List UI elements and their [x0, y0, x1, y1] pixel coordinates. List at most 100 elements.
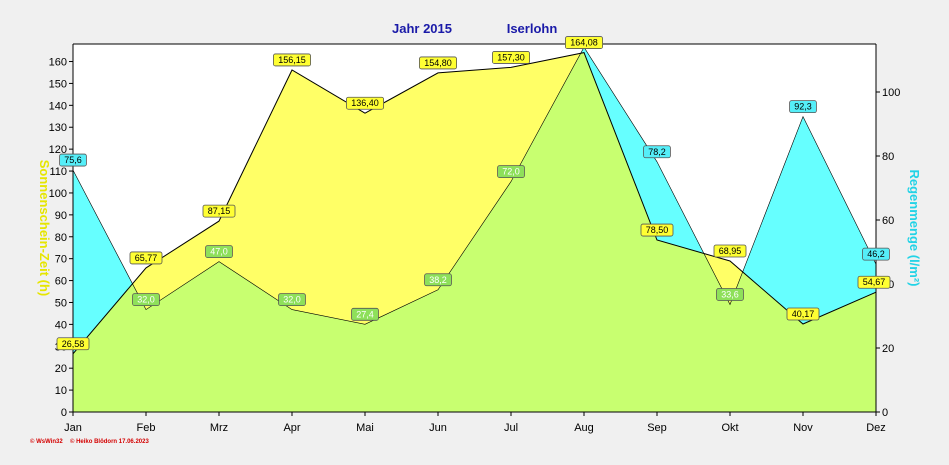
rain-value-label-box	[497, 165, 525, 179]
rain-value-label-text: 92,3	[794, 102, 812, 112]
rain-value-label-text: 32,0	[283, 295, 301, 305]
x-tick-label: Mrz	[210, 422, 228, 434]
rain-value-label: 32,0	[132, 293, 160, 307]
y-tick-label-left: 10	[55, 385, 67, 397]
chart-title: Jahr 2015	[392, 21, 452, 36]
rain-value-label-text: 75,6	[64, 155, 82, 165]
rain-line	[72, 46, 877, 325]
sunshine-value-label-text: 65,77	[135, 253, 158, 263]
rain-value-label: 72,0	[497, 165, 525, 179]
rain-value-label-box	[789, 100, 817, 114]
rain-value-label: 75,6	[59, 153, 87, 167]
sunshine-value-label-box	[640, 223, 674, 237]
y-tick-label-left: 160	[49, 57, 67, 69]
sunshine-value-label-text: 40,17	[792, 309, 815, 319]
sunshine-value-label: 157,30	[491, 51, 530, 64]
sunshine-value-label-box	[857, 275, 891, 289]
x-tick-label: Sep	[647, 422, 667, 434]
y-tick-label-left: 150	[49, 78, 67, 90]
rain-value-label: 32,0	[278, 293, 306, 307]
rain-value-label-text: 47,0	[210, 247, 228, 257]
sunshine-value-label-box	[491, 51, 530, 64]
sunshine-line	[72, 52, 877, 355]
sunshine-value-label-box	[345, 96, 384, 110]
y-tick-label-left: 130	[49, 122, 67, 134]
sunshine-value-label-text: 154,80	[424, 58, 452, 68]
x-tick-label: Apr	[283, 422, 300, 434]
rain-value-label-text: 38,2	[429, 275, 447, 285]
rain-value-label: 27,4	[351, 307, 379, 321]
rain-value-label: 47,0	[205, 245, 233, 259]
axes-layer: 0102030405060708090100110120130140150160…	[49, 43, 900, 434]
sunshine-value-label-text: 54,67	[863, 277, 886, 287]
rain-value-label-box	[278, 293, 306, 307]
footer-author: © Heiko Blödorn 17.06.2023	[70, 438, 149, 445]
sunshine-value-label-text: 68,95	[719, 246, 742, 256]
rain-value-label-text: 27,4	[356, 309, 374, 319]
sunshine-value-label: 156,15	[272, 53, 311, 67]
x-tick-label: Jun	[429, 422, 447, 434]
rain-value-label-box	[862, 247, 890, 261]
y-tick-label-left: 80	[55, 232, 67, 244]
sunshine-value-label-box	[565, 36, 604, 49]
rain-value-label-box	[716, 288, 744, 301]
sunshine-value-label: 40,17	[786, 307, 820, 321]
sunshine-value-label: 54,67	[857, 275, 891, 289]
y-tick-label-left: 50	[55, 297, 67, 309]
rain-value-label: 33,6	[716, 288, 744, 301]
y-axis-left-label: Sonnenschein-Zeit (h)	[37, 160, 52, 297]
sunshine-value-label-text: 164,08	[570, 38, 598, 48]
rain-value-label-text: 72,0	[502, 167, 520, 177]
rain-value-label-box	[59, 153, 87, 167]
sunshine-value-label-box	[202, 204, 236, 218]
sunshine-value-label-box	[56, 337, 90, 351]
sunshine-value-label-text: 87,15	[208, 206, 231, 216]
y-tick-label-right: 100	[882, 87, 900, 99]
y-axis-right-label: Regenmenge (l/m²)	[907, 169, 922, 286]
chart-location: Iserlohn	[507, 21, 558, 36]
rain-value-label-box	[643, 145, 671, 159]
rain-value-label: 38,2	[424, 273, 452, 287]
sunshine-value-label: 164,08	[565, 36, 604, 49]
y-tick-label-right: 20	[882, 343, 894, 355]
rain-value-label-box	[205, 245, 233, 259]
rain-value-label-box	[424, 273, 452, 287]
rain-value-label-box	[132, 293, 160, 307]
y-tick-label-left: 120	[49, 144, 67, 156]
sunshine-value-label-box	[129, 251, 163, 265]
y-tick-label-left: 140	[49, 100, 67, 112]
sunshine-value-label: 65,77	[129, 251, 163, 265]
value-label-layer: 75,6 32,0 47,0 32,0 27,4 38,2 72,0 78,2 33,6 92,3…	[56, 36, 891, 351]
area-layer	[72, 46, 877, 412]
sunshine-value-label-text: 157,30	[497, 52, 525, 62]
y-tick-label-right: 60	[882, 215, 894, 227]
sunshine-value-label: 68,95	[713, 244, 747, 258]
y-tick-label-left: 0	[61, 407, 67, 419]
y-tick-label-left: 100	[49, 188, 67, 200]
y-tick-label-left: 20	[55, 363, 67, 375]
footer-software: © WsWin32	[30, 438, 63, 445]
sunshine-value-label-box	[272, 53, 311, 67]
sunshine-value-label: 136,40	[345, 96, 384, 110]
sunshine-value-label-text: 26,58	[62, 339, 85, 349]
x-tick-label: Feb	[137, 422, 156, 434]
sunshine-value-label-box	[418, 56, 457, 70]
rain-value-label-box	[351, 307, 379, 321]
rain-value-label: 92,3	[789, 100, 817, 114]
sunshine-value-label: 78,50	[640, 223, 674, 237]
sunshine-value-label-text: 156,15	[278, 55, 306, 65]
x-tick-label: Jul	[504, 422, 518, 434]
sunshine-value-label-text: 136,40	[351, 98, 379, 108]
rain-value-label: 78,2	[643, 145, 671, 159]
y-tick-label-left: 90	[55, 210, 67, 222]
y-tick-label-left: 60	[55, 276, 67, 288]
x-tick-label: Mai	[356, 422, 374, 434]
x-tick-label: Okt	[721, 422, 738, 434]
y-tick-label-left: 70	[55, 254, 67, 266]
x-tick-label: Nov	[793, 422, 813, 434]
y-tick-label-left: 40	[55, 319, 67, 331]
x-tick-label: Dez	[866, 422, 886, 434]
sunshine-value-label-text: 78,50	[646, 225, 669, 235]
rain-value-label: 46,2	[862, 247, 890, 261]
